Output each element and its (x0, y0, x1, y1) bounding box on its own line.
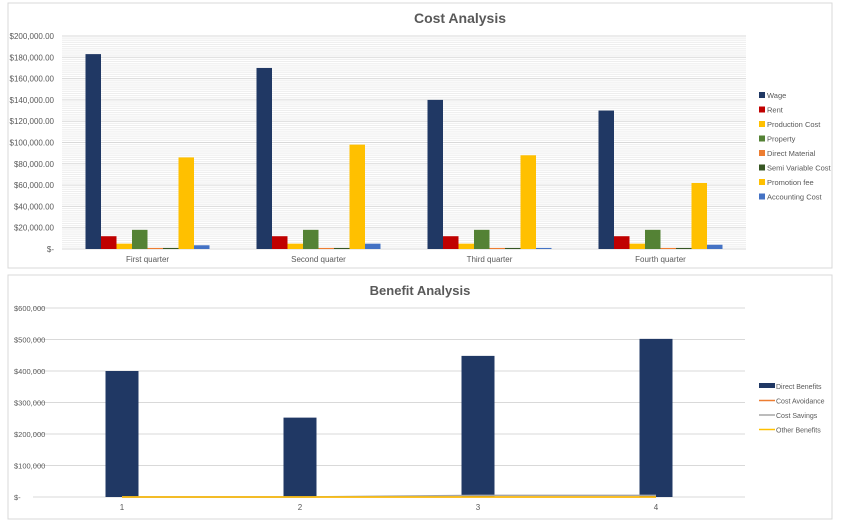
bar-promotion-fee (349, 144, 365, 249)
bar-semi-variable-cost (505, 247, 521, 249)
bar-wage (85, 54, 101, 250)
bar-semi-variable-cost (163, 247, 179, 249)
y-tick-label: $300,000 (14, 399, 45, 408)
bar-accounting-cost (536, 247, 552, 249)
legend-swatch (759, 179, 765, 185)
y-tick-label: $500,000 (14, 336, 45, 345)
bar-rent (443, 236, 459, 249)
legend-label: Other Benefits (776, 428, 821, 435)
cost-chart: $- $20,000.00 $40,000.00 $60,000.00 $80,000.… (10, 32, 832, 264)
legend-label: Direct Material (767, 149, 816, 158)
legend-label: Direct Benefits (776, 384, 822, 391)
bar-direct-material (147, 247, 163, 249)
x-tick-label: Second quarter (291, 255, 346, 264)
x-tick-label: 1 (120, 503, 125, 512)
bar-promotion-fee (178, 157, 194, 249)
bar-property (474, 229, 490, 249)
bar-semi-variable-cost (334, 247, 350, 249)
legend-swatch (759, 121, 765, 127)
y-tick-label: $600,000 (14, 304, 45, 313)
legend-swatch (759, 383, 775, 388)
bar-promotion-fee (691, 182, 707, 249)
legend-swatch (759, 106, 765, 113)
legend-label: Rent (767, 106, 784, 115)
bar-direct-material (489, 247, 505, 249)
y-tick-label: $100,000.00 (10, 139, 55, 148)
legend-swatch (759, 150, 765, 156)
bar-accounting-cost (365, 243, 381, 249)
bar-direct-benefits (639, 338, 673, 497)
bar-accounting-cost (194, 245, 210, 249)
bar-property (645, 229, 661, 249)
y-tick-label: $- (47, 245, 54, 254)
legend-swatch (759, 164, 765, 171)
bar-wage (256, 67, 272, 249)
y-tick-label: $100,000 (14, 462, 45, 471)
legend-label: Cost Avoidance (776, 399, 825, 406)
legend-swatch (759, 135, 765, 142)
benefit-chart-title: Benefit Analysis (370, 283, 471, 298)
y-tick-label: $- (14, 493, 21, 502)
x-tick-label: 3 (476, 503, 481, 512)
legend-swatch (759, 193, 765, 200)
legend-label: Promotion fee (767, 178, 814, 187)
y-tick-label: $160,000.00 (10, 75, 55, 84)
benefit-chart: $- $100,000 $200,000 $300,000 $400,000 $500,0… (14, 304, 825, 512)
y-tick-label: $60,000.00 (14, 181, 55, 190)
bar-rent (272, 236, 288, 249)
bar-rent (101, 236, 117, 249)
legend-label: Property (767, 135, 796, 144)
y-tick-label: $200,000 (14, 430, 45, 439)
y-tick-label: $400,000 (14, 367, 45, 376)
bar-production-cost (116, 243, 132, 249)
legend-label: Production Cost (767, 120, 821, 129)
bar-production-cost (629, 243, 645, 249)
bar-direct-material (318, 247, 334, 249)
bar-rent (614, 236, 630, 249)
benefit-chart-frame (7, 274, 833, 520)
y-tick-label: $40,000.00 (14, 202, 55, 211)
bar-wage (427, 99, 443, 250)
y-tick-label: $20,000.00 (14, 224, 55, 233)
y-tick-label: $80,000.00 (14, 160, 55, 169)
bar-direct-benefits (105, 371, 139, 497)
legend-label: Wage (767, 91, 786, 100)
legend-swatch (759, 92, 765, 98)
bar-promotion-fee (520, 155, 536, 249)
bar-direct-material (660, 247, 676, 249)
x-tick-label: 2 (298, 503, 303, 512)
x-tick-label: 4 (654, 503, 659, 512)
x-tick-label: Fourth quarter (635, 255, 686, 264)
legend-label: Semi Variable Cost (767, 164, 832, 173)
x-tick-label: Third quarter (467, 255, 513, 264)
cost-chart-title: Cost Analysis (414, 10, 506, 26)
y-tick-label: $140,000.00 (10, 96, 55, 105)
bar-wage (598, 110, 614, 249)
bar-direct-benefits (461, 355, 495, 497)
bar-production-cost (287, 243, 303, 249)
legend-label: Accounting Cost (767, 193, 823, 202)
bar-production-cost (458, 243, 474, 249)
bar-direct-benefits (283, 417, 317, 497)
legend-label: Cost Savings (776, 413, 818, 420)
bar-property (303, 229, 319, 249)
x-tick-label: First quarter (126, 255, 169, 264)
bar-accounting-cost (707, 244, 723, 249)
bar-property (132, 229, 148, 249)
bar-semi-variable-cost (676, 247, 692, 249)
y-tick-label: $180,000.00 (10, 53, 55, 62)
y-tick-label: $200,000.00 (10, 32, 55, 41)
y-tick-label: $120,000.00 (10, 117, 55, 126)
